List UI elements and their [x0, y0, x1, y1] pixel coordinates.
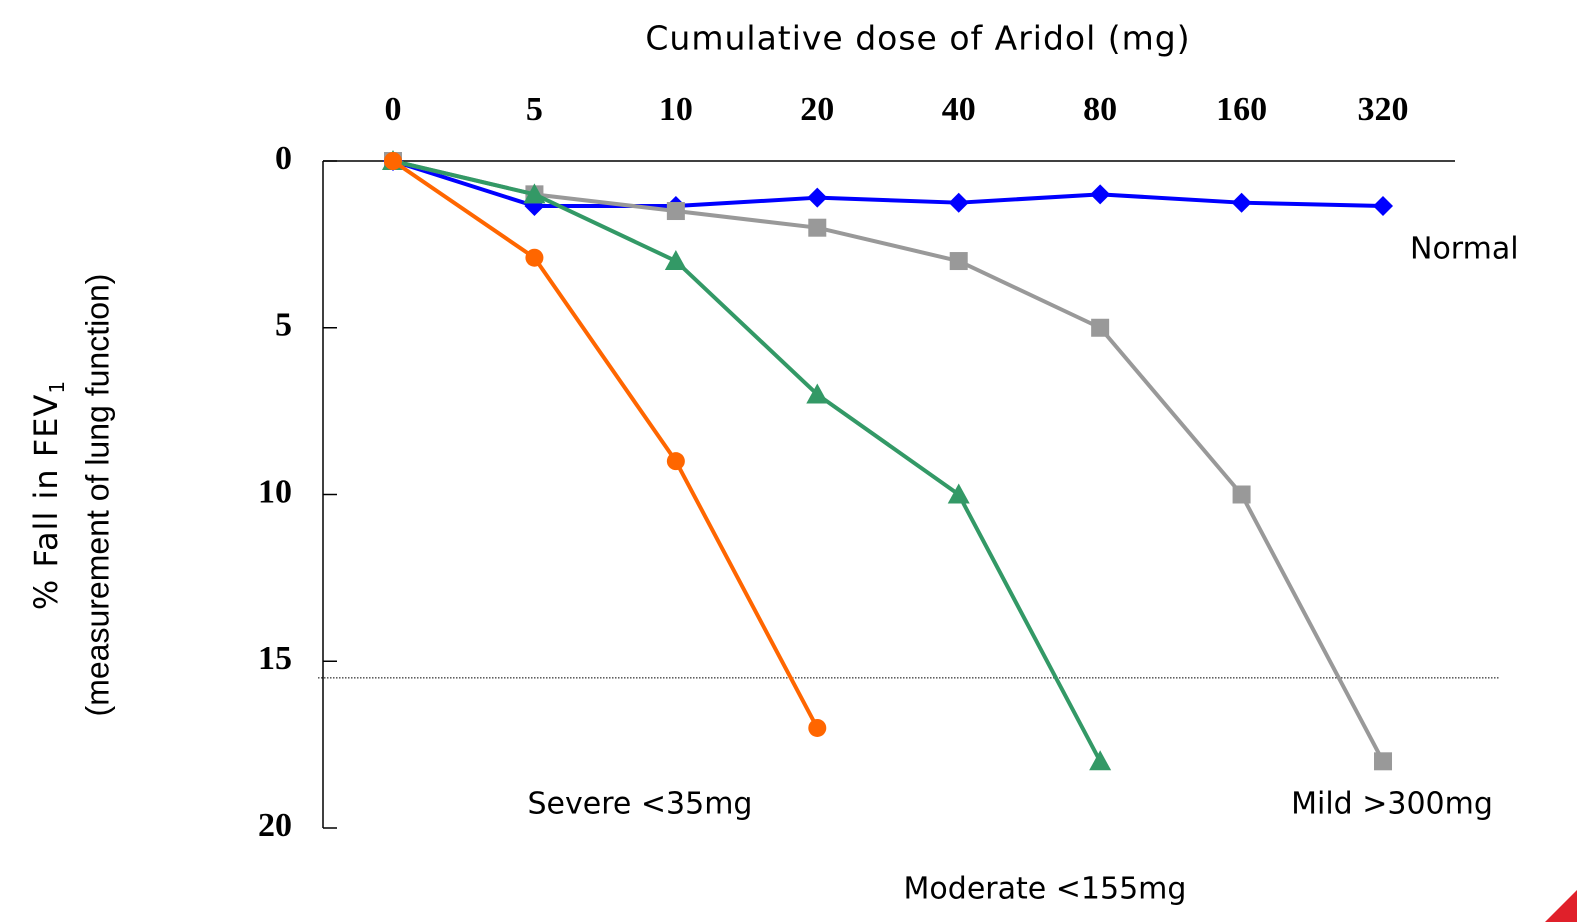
point: [948, 192, 969, 213]
point: [1374, 752, 1393, 771]
point: [666, 452, 685, 471]
y-axis-label-main: % Fall in FEV: [27, 394, 65, 610]
point: [947, 483, 970, 504]
series-line: [391, 159, 820, 729]
y-axis-label-group: % Fall in FEV1 (measurement of lung func…: [27, 274, 115, 717]
series-label: Mild >300mg: [1291, 787, 1493, 822]
x-tick-label: 10: [659, 91, 693, 128]
y-tick-label: 20: [258, 807, 292, 844]
point: [808, 218, 827, 237]
point: [525, 248, 544, 267]
series-line: [392, 159, 1102, 763]
point: [949, 252, 968, 271]
y-tick-label: 5: [275, 307, 292, 344]
series-label: Moderate <155mg: [904, 872, 1187, 907]
series-label: Severe <35mg: [528, 787, 753, 822]
y-tick-label: 10: [258, 473, 292, 510]
point: [1232, 485, 1251, 504]
point: [806, 383, 829, 404]
point: [666, 202, 685, 221]
x-tick-label: 320: [1358, 91, 1409, 128]
point: [384, 152, 402, 170]
x-tick-label: 160: [1216, 91, 1267, 128]
point: [1089, 750, 1112, 771]
x-tick-label: 80: [1083, 91, 1117, 128]
point: [1090, 184, 1111, 205]
corner-decoration: [1545, 890, 1577, 922]
point: [1091, 318, 1110, 337]
point: [1231, 192, 1252, 213]
x-tick-label: 5: [526, 91, 543, 128]
point: [808, 718, 827, 737]
point: [1373, 196, 1394, 217]
y-axis-label-subscript: 1: [45, 380, 69, 394]
y-axis-label: % Fall in FEV1: [27, 380, 69, 610]
y-axis-label-note: (measurement of lung function): [79, 274, 115, 717]
x-tick-label: 0: [385, 91, 402, 128]
chart-title: Cumulative dose of Aridol (mg): [645, 19, 1190, 58]
series-label: Normal: [1410, 232, 1519, 267]
series-line: [392, 159, 1385, 763]
x-tick-label: 40: [942, 91, 976, 128]
x-tick-label: 20: [800, 91, 834, 128]
y-tick-label: 15: [258, 640, 292, 677]
point: [664, 250, 687, 271]
point: [523, 183, 546, 204]
y-tick-label: 0: [275, 140, 292, 177]
point: [807, 187, 828, 208]
